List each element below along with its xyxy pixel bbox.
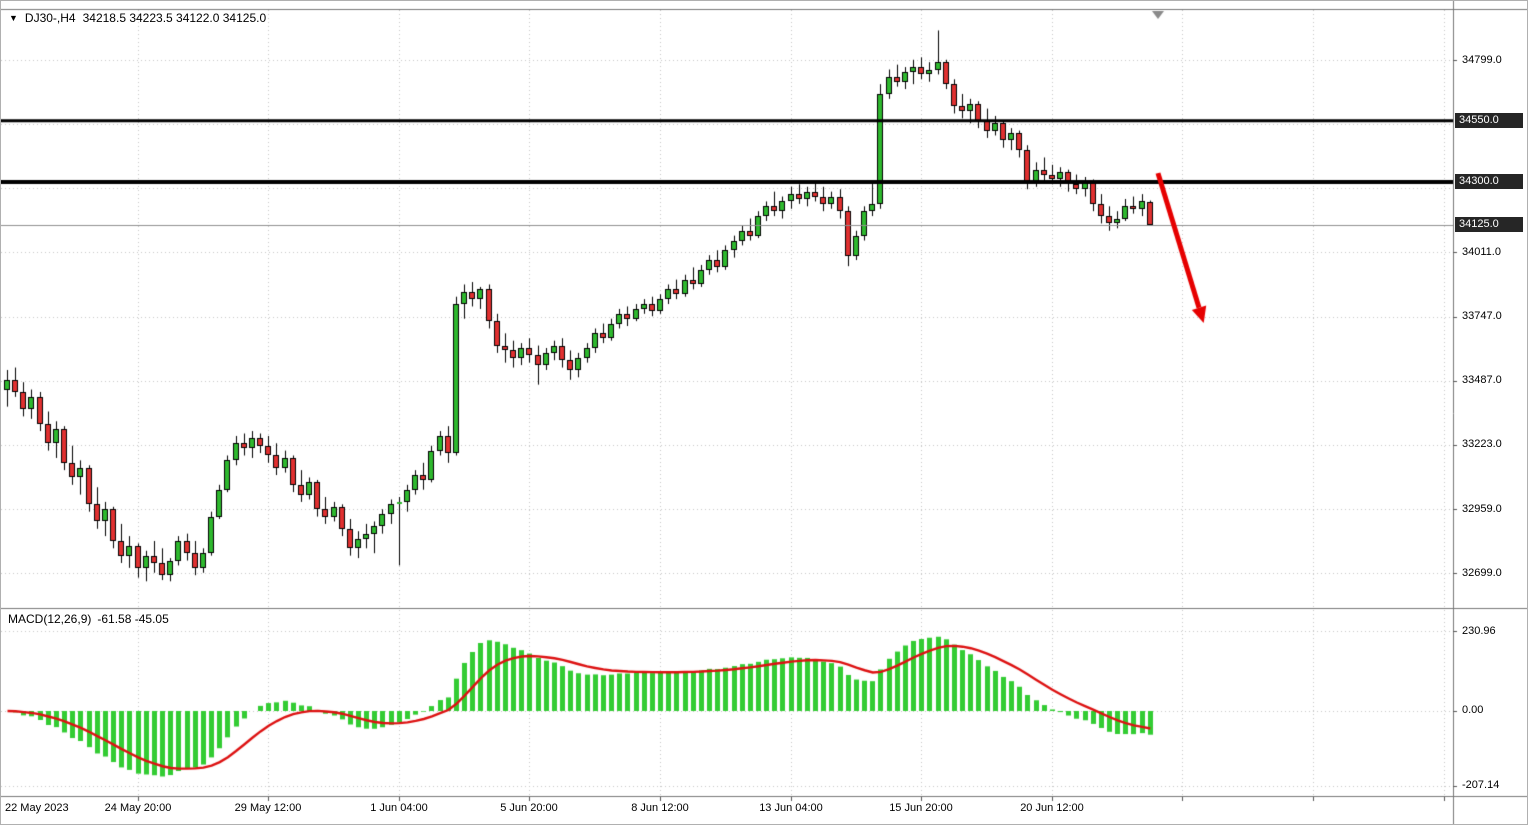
price-chart-canvas[interactable] [1,1,1527,824]
trading-chart-window: ▼ DJ30-,H4 34218.5 34223.5 34122.0 34125… [0,0,1528,825]
